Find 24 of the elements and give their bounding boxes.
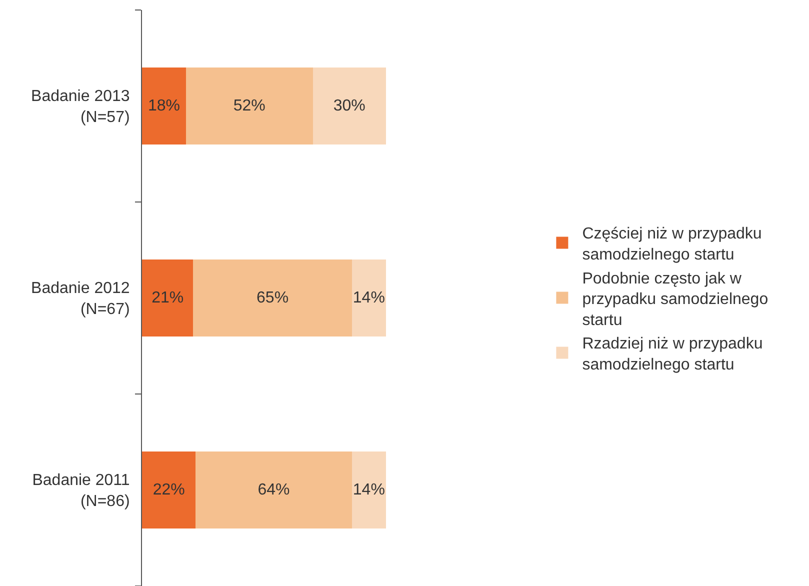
legend-label: Rzadziej niż w przypadku samodzielnego startu [582, 336, 763, 374]
bar [193, 260, 352, 336]
legend-label: Podobnie często jak w przypadku samodzielnego startu [582, 270, 768, 329]
y-tick-label: Badanie 2011 (N=86) [32, 472, 130, 510]
bar [186, 68, 313, 144]
data-label: 64% [258, 482, 290, 498]
bar [142, 452, 196, 528]
bar [142, 68, 186, 144]
bar [352, 260, 386, 336]
data-label: 65% [256, 290, 289, 306]
legend-label: Częściej niż w przypadku samodzielnego startu [582, 226, 762, 264]
data-label: 22% [152, 482, 185, 498]
data-label: 30% [333, 98, 366, 114]
y-tick-label: Badanie 2012 (N=67) [31, 280, 130, 318]
data-label: 21% [152, 290, 184, 306]
y-tick-label: Badanie 2013 (N=57) [31, 88, 130, 126]
bar [196, 452, 352, 528]
data-label: 52% [233, 98, 266, 114]
bar [312, 68, 386, 144]
data-label: 18% [148, 98, 180, 114]
bar [142, 260, 194, 336]
bar [352, 452, 386, 528]
data-label: 14% [352, 482, 385, 498]
data-label: 14% [352, 290, 385, 306]
